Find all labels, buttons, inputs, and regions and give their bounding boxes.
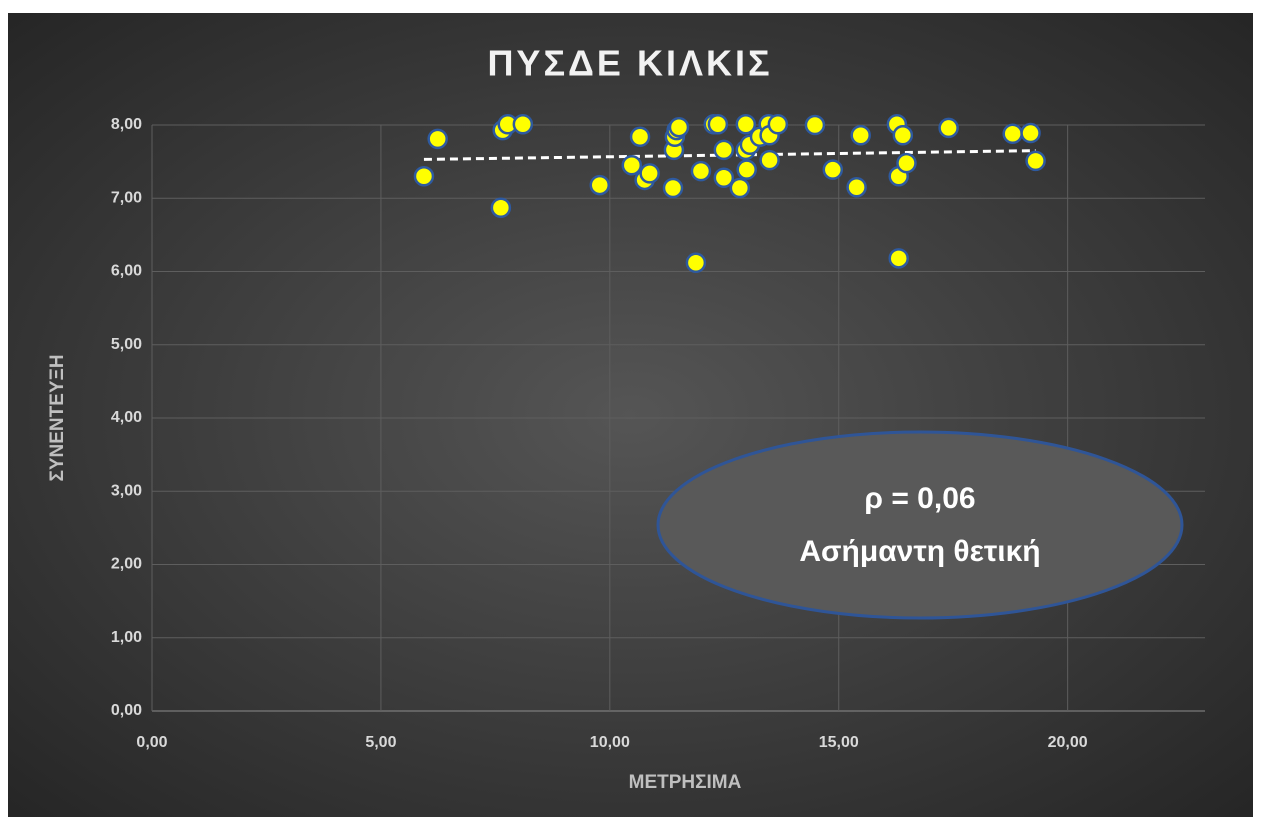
y-tick-label: 6,00 — [111, 263, 142, 280]
point — [707, 114, 729, 135]
point — [1025, 150, 1046, 172]
y-tick-label: 0,00 — [111, 702, 142, 719]
point — [759, 149, 780, 171]
point — [892, 125, 914, 146]
point — [729, 177, 751, 199]
point — [1002, 123, 1023, 145]
annotation-text: ρ = 0,06 — [864, 482, 975, 515]
point — [804, 114, 826, 136]
chart-background — [8, 13, 1253, 817]
point — [767, 114, 789, 135]
y-axis-label: ΣΥΝΕΝΤΕΥΞΗ — [47, 354, 68, 481]
y-tick-label: 2,00 — [111, 556, 142, 573]
point — [662, 177, 684, 199]
point — [490, 197, 512, 219]
point — [685, 252, 707, 273]
x-tick-label: 15,00 — [819, 734, 859, 751]
point — [822, 159, 844, 180]
point — [427, 128, 448, 150]
y-tick-label: 7,00 — [111, 189, 142, 206]
point — [639, 163, 660, 184]
point — [888, 248, 909, 269]
chart-title: ΠΥΣΔΕ ΚΙΛΚΙΣ — [487, 43, 772, 84]
annotation-text: Ασήμαντη θετική — [799, 535, 1040, 568]
point — [589, 174, 611, 196]
x-tick-label: 0,00 — [136, 734, 167, 751]
point — [896, 152, 917, 174]
point — [413, 166, 435, 187]
point — [735, 114, 757, 135]
point — [846, 177, 867, 198]
point — [850, 125, 871, 146]
point — [736, 159, 757, 180]
annotation-ellipse — [656, 430, 1184, 620]
y-tick-label: 5,00 — [111, 336, 142, 353]
point — [668, 116, 690, 138]
x-axis-label: ΜΕΤΡΗΣΙΜΑ — [629, 772, 742, 793]
x-tick-label: 5,00 — [365, 734, 396, 751]
point — [1020, 122, 1041, 144]
y-tick-label: 3,00 — [111, 482, 142, 499]
x-tick-label: 20,00 — [1048, 734, 1088, 751]
point — [690, 160, 712, 182]
x-tick-label: 10,00 — [590, 734, 630, 751]
point — [621, 155, 643, 176]
point — [512, 114, 534, 135]
point — [629, 126, 651, 147]
y-tick-label: 8,00 — [111, 116, 142, 133]
point — [713, 139, 735, 161]
y-tick-label: 4,00 — [111, 409, 142, 426]
point — [713, 167, 735, 188]
y-tick-label: 1,00 — [111, 629, 142, 646]
point — [938, 117, 959, 139]
